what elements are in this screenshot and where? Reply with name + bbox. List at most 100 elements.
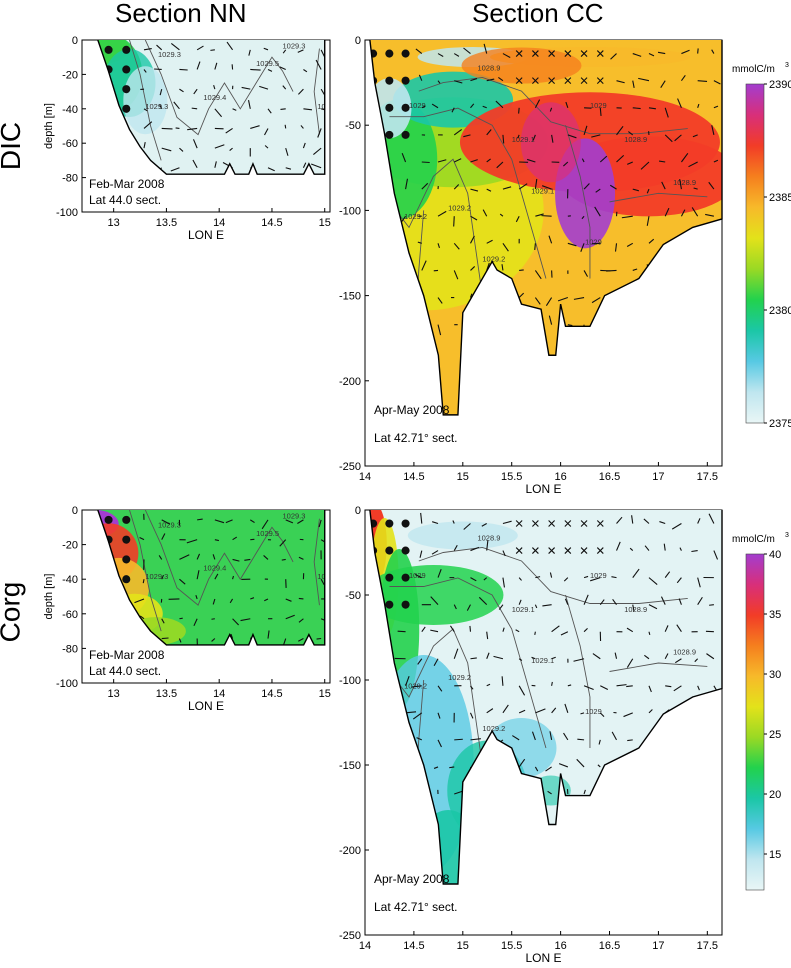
dic-cc-vector-arrow	[519, 269, 524, 271]
dic-cc-vector-arrow	[664, 207, 670, 217]
corg-cc-vector-arrow	[583, 628, 588, 633]
corg-cc-vector-arrow	[486, 540, 489, 551]
dic-nn-xtick-label: 13	[108, 217, 120, 229]
corg-cc-vector-dot	[401, 546, 410, 555]
dic-cc-vector-arrow	[691, 207, 699, 217]
corg-nn-vector-arrow	[285, 598, 292, 602]
corg-cc-vector-arrow	[518, 658, 523, 661]
corg-cc-vector-arrow	[659, 521, 666, 525]
dic-nn-vector-arrow	[267, 167, 275, 172]
corg-cc-vector-arrow	[502, 627, 505, 632]
corg-cc-vector-arrow	[708, 513, 715, 524]
corg-cc-vector-arrow	[697, 685, 700, 691]
dic-cc-vector-arrow	[606, 269, 617, 272]
dic-cc-vector-arrow	[711, 125, 715, 136]
corg-cc-vector-arrow	[590, 577, 601, 582]
dic-cc-vector-arrow	[421, 105, 426, 109]
corg-cc-vector-arrow	[564, 598, 569, 605]
corg-nn-vector-arrow	[197, 518, 203, 521]
corg-cc-vector-arrow	[671, 523, 682, 530]
corg-cc-isopycnal-label: 1029.1	[512, 605, 535, 614]
dic-nn-vector-arrow	[267, 108, 272, 114]
dic-cc-annotation: Lat 42.71° sect.	[374, 431, 458, 445]
dic-nn-vector-arrow	[267, 68, 273, 72]
corg-cc-vector-arrow	[592, 653, 601, 660]
dic-cc-vector-arrow	[664, 134, 673, 143]
corg-cc-vector-dot	[385, 600, 394, 609]
corg-nn-xtick-label: 13	[108, 688, 120, 700]
dic-cc-vector-arrow	[594, 206, 601, 217]
corg-cc-vector-arrow	[706, 653, 715, 660]
corg-cc-vector-arrow	[626, 658, 634, 668]
corg-cc-isopycnal-label: 1028.9	[673, 648, 696, 657]
corg-cc-ytick-label: -150	[339, 760, 361, 772]
dic-cc-vector-arrow	[648, 53, 655, 57]
corg-nn-vector-arrow	[161, 519, 171, 525]
dic-cc-vector-arrow	[534, 270, 542, 280]
dic-cc-vector-arrow	[470, 266, 476, 271]
dic-cc-vector-arrow	[453, 216, 455, 227]
corg-cc-vector-arrow	[437, 685, 443, 692]
corg-cc-vector-arrow	[648, 709, 653, 714]
corg-nn-vector-arrow	[232, 558, 240, 562]
corg-cc-vector-arrow	[629, 547, 634, 551]
corg-nn-vector-arrow	[285, 519, 294, 524]
corg-cc-vector-arrow	[697, 596, 703, 605]
dic-nn-panel: 1029.3 1029.3 1029.4 1029.5 1029.3 1029.3 13 13…	[43, 35, 331, 242]
dic-cc-vector-arrow	[591, 134, 601, 138]
corg-nn-vector-arrow	[225, 519, 233, 524]
dic-nn-vector-arrow	[280, 108, 286, 111]
corg-nn-vector-arrow	[267, 630, 270, 639]
corg-cc-vector-arrow	[481, 523, 487, 527]
corg-cc-vector-arrow	[580, 712, 585, 715]
corg-cc-vector-arrow	[470, 546, 480, 552]
dic-cc-vector-arrow	[498, 76, 504, 82]
corg-nn-vector-arrow	[249, 519, 255, 524]
corg-nn-isopycnal-label: 1029.5	[256, 529, 279, 538]
dic-cc-vector-cross	[596, 77, 604, 85]
corg-nn-vector-arrow	[229, 598, 234, 604]
dic-cc-vector-arrow	[581, 215, 585, 220]
corg-cc-vector-arrow	[616, 684, 627, 687]
corg-cc-vector-arrow	[449, 625, 455, 633]
dic-cc-vector-arrow	[549, 107, 553, 112]
corg-nn-vector-arrow	[230, 633, 234, 639]
corg-cc-vector-arrow	[502, 520, 512, 525]
corg-cc-vector-arrow	[483, 577, 488, 581]
corg-cc-xtick-label: 16	[554, 940, 566, 952]
corg-cc-vector-arrow	[611, 576, 617, 579]
corg-cc-xtick-label: 15.5	[501, 940, 522, 952]
dic-nn-ytick-label: -40	[62, 104, 78, 116]
corg-cc-vector-arrow	[420, 512, 423, 524]
corg-cc-vector-arrow	[405, 676, 410, 686]
dic-nn-vector-arrow	[284, 124, 287, 129]
corg-cc-isopycnal-label: 1029.1	[531, 656, 554, 665]
corg-nn-vector-arrow	[320, 578, 325, 586]
corg-cc-isopycnal-label: 1029.2	[404, 682, 427, 691]
dic-cc-isopycnal-label: 1029	[590, 101, 607, 110]
dic-nn-ytick-label: -20	[62, 69, 78, 81]
dic-nn-isopycnal-label: 1029.3	[283, 42, 306, 51]
corg-nn-vector-arrow	[211, 638, 216, 642]
corg-cc-vector-arrow	[583, 575, 589, 579]
dic-cc-vector-arrow	[688, 161, 698, 168]
dic-cc-vector-dot	[401, 76, 410, 85]
dic-cc-xtick-label: 17.5	[697, 471, 718, 483]
corg-cc-isopycnal-line	[418, 546, 688, 604]
dic-cc-vector-arrow	[677, 98, 682, 108]
dic-cc-vector-arrow	[463, 134, 471, 138]
corg-cc-vector-arrow	[412, 712, 423, 720]
corg-cc-vector-arrow	[502, 577, 505, 588]
dic-cc-vector-arrow	[713, 80, 721, 85]
dic-cc-xtick-label: 14	[359, 471, 371, 483]
dic-nn-isopycnal-label: 1029.4	[203, 93, 226, 102]
dic-cc-vector-arrow	[609, 184, 617, 190]
corg-cc-vector-arrow	[531, 731, 536, 741]
corg-cc-vector-arrow	[660, 596, 666, 605]
corg-cc-vector-arrow	[551, 625, 560, 633]
corg-cc-vector-arrow	[673, 685, 682, 692]
dic-cc-vector-arrow	[545, 297, 553, 306]
dic-cc-xtick-label: 16	[554, 471, 566, 483]
dic-cc-isopycnal-line	[565, 125, 591, 279]
corg-nn-vector-arrow	[179, 578, 186, 585]
